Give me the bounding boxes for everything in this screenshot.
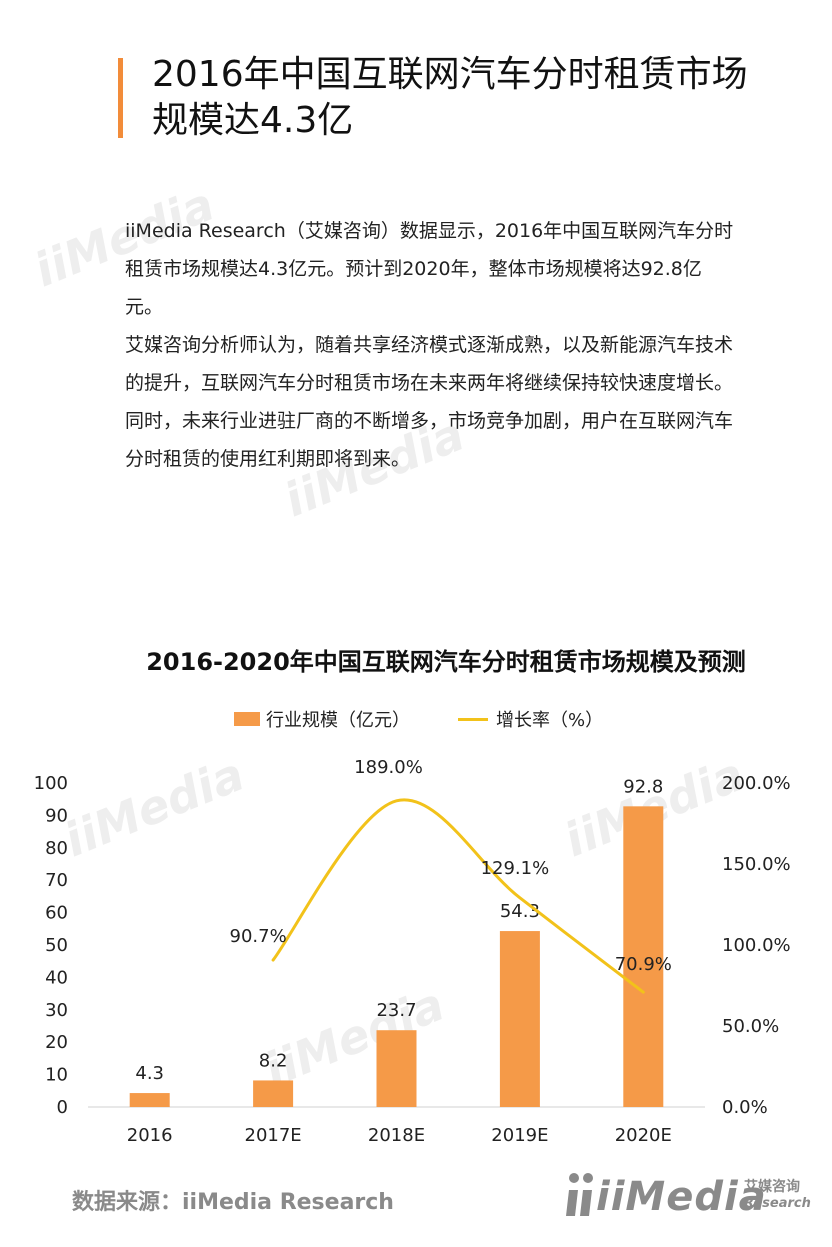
logo-en: Research xyxy=(744,1196,811,1211)
legend-swatch-bar xyxy=(234,712,260,726)
legend-label: 行业规模（亿元） xyxy=(266,710,410,731)
logo-mark-icon xyxy=(566,1173,593,1216)
y-left-tick-label: 60 xyxy=(45,903,68,924)
bar-data-label: 54.3 xyxy=(500,901,540,922)
bar xyxy=(253,1080,294,1107)
bar-data-label: 23.7 xyxy=(376,1000,416,1021)
logo-cn: 艾媒咨询 xyxy=(744,1179,800,1195)
bar xyxy=(129,1093,170,1107)
line-data-label: 70.9% xyxy=(615,954,672,975)
brand-logo: iiMedia 艾媒咨询 Research xyxy=(566,1166,816,1226)
legend-item-bar: 行业规模（亿元） xyxy=(234,706,410,732)
y-left-tick-label: 0 xyxy=(57,1097,68,1118)
growth-rate-line xyxy=(271,798,645,994)
legend-item-line: 增长率（%） xyxy=(458,706,603,732)
legend-label: 增长率（%） xyxy=(496,710,604,731)
x-tick-label: 2020E xyxy=(615,1125,672,1146)
y-left-tick-label: 20 xyxy=(45,1032,68,1053)
x-tick-label: 2018E xyxy=(368,1125,425,1146)
y-left-tick-label: 80 xyxy=(45,838,68,859)
bar xyxy=(499,931,540,1107)
y-right-tick-label: 100.0% xyxy=(722,935,791,956)
source-note: 数据来源：iiMedia Research xyxy=(72,1190,394,1215)
chart-legend: 行业规模（亿元） 增长率（%） xyxy=(0,706,832,734)
paragraph: 艾媒咨询分析师认为，随着共享经济模式逐渐成熟，以及新能源汽车技术的提升，互联网汽… xyxy=(125,334,734,470)
body-text: iiMedia Research（艾媒咨询）数据显示，2016年中国互联网汽车分… xyxy=(125,212,735,478)
paragraph: iiMedia Research（艾媒咨询）数据显示，2016年中国互联网汽车分… xyxy=(125,220,734,318)
line-data-label: 129.1% xyxy=(481,858,550,879)
title-accent-bar xyxy=(118,58,123,138)
x-tick-label: 2017E xyxy=(245,1125,302,1146)
bar-data-label: 8.2 xyxy=(259,1050,288,1071)
bar-data-label: 92.8 xyxy=(623,776,663,797)
chart-title: 2016-2020年中国互联网汽车分时租赁市场规模及预测 xyxy=(146,648,746,676)
chart: 0 10 20 30 40 50 60 70 80 90 100 0.0% 50.0% 100.0% 150… xyxy=(34,757,791,1146)
x-tick-label: 2019E xyxy=(491,1125,548,1146)
y-left-tick-label: 50 xyxy=(45,935,68,956)
logo-text: iiMedia xyxy=(596,1174,767,1220)
bar xyxy=(623,806,664,1107)
y-right-tick-label: 150.0% xyxy=(722,854,791,875)
line-data-label: 90.7% xyxy=(230,926,287,947)
y-left-tick-label: 70 xyxy=(45,870,68,891)
y-left-tick-label: 10 xyxy=(45,1065,68,1086)
y-right-tick-label: 0.0% xyxy=(722,1097,768,1118)
legend-swatch-line xyxy=(458,717,488,721)
y-left-tick-label: 100 xyxy=(34,773,68,794)
y-left-tick-label: 40 xyxy=(45,967,68,988)
y-left-tick-label: 30 xyxy=(45,1000,68,1021)
x-tick-label: 2016 xyxy=(127,1125,173,1146)
y-right-tick-label: 200.0% xyxy=(722,773,791,794)
bar-data-label: 4.3 xyxy=(135,1063,164,1084)
y-right-tick-label: 50.0% xyxy=(722,1016,779,1037)
page-title: 2016年中国互联网汽车分时租赁市场规模达4.3亿 xyxy=(152,54,748,141)
bar xyxy=(376,1030,417,1107)
line-data-label: 189.0% xyxy=(354,757,423,778)
y-left-tick-label: 90 xyxy=(45,805,68,826)
